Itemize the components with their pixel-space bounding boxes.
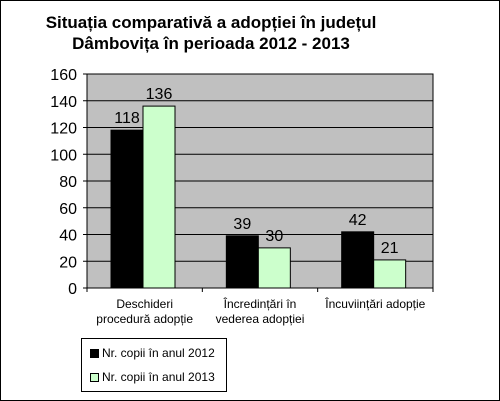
- bar-series1-cat1: [257, 247, 291, 289]
- legend-item-2012: Nr. copii în anul 2012: [90, 346, 215, 360]
- chart-legend: Nr. copii în anul 2012 Nr. copii în anul…: [81, 338, 227, 392]
- legend-item-2013: Nr. copii în anul 2013: [90, 370, 215, 384]
- category-label-1-line-0: Încredințări în: [223, 296, 297, 311]
- data-label-series0-cat0: 118: [114, 110, 140, 127]
- y-tick-label: 80: [59, 174, 77, 191]
- y-tick-label: 100: [50, 147, 77, 164]
- bar-series1-cat0: [142, 105, 176, 289]
- y-tick-label: 60: [59, 201, 77, 218]
- y-tick-label: 120: [50, 121, 77, 138]
- y-tick-label: 140: [50, 94, 77, 111]
- legend-label-2012: Nr. copii în anul 2012: [102, 346, 215, 360]
- chart-title-line-2: Dâmbovița în perioada 2012 - 2013: [72, 34, 350, 53]
- y-tick-label: 0: [68, 281, 77, 298]
- bar-series0-cat2: [341, 231, 375, 289]
- data-label-series1-cat0: 136: [146, 86, 173, 103]
- legend-swatch-2013: [90, 372, 99, 382]
- category-label-0-line-0: Deschideri: [116, 297, 173, 311]
- data-label-series1-cat1: 30: [265, 228, 283, 245]
- data-label-series0-cat1: 39: [233, 216, 251, 233]
- bar-series1-cat2: [373, 259, 407, 289]
- bar-series0-cat0: [110, 129, 144, 289]
- legend-label-2013: Nr. copii în anul 2013: [102, 370, 215, 384]
- y-tick-label: 40: [59, 228, 77, 245]
- bar-series0-cat1: [225, 235, 259, 289]
- chart-title-line-1: Situația comparativă a adopției în județ…: [45, 13, 377, 32]
- data-label-series1-cat2: 21: [381, 240, 399, 257]
- data-label-series0-cat2: 42: [349, 212, 367, 229]
- legend-swatch-2012: [90, 348, 99, 358]
- category-label-1-line-1: vederea adopției: [216, 312, 305, 326]
- y-tick-label: 160: [50, 67, 77, 84]
- category-label-2-line-0: Încuviințări adopție: [324, 296, 425, 311]
- y-tick-label: 20: [59, 254, 77, 271]
- category-label-0-line-1: procedură adopție: [96, 312, 193, 326]
